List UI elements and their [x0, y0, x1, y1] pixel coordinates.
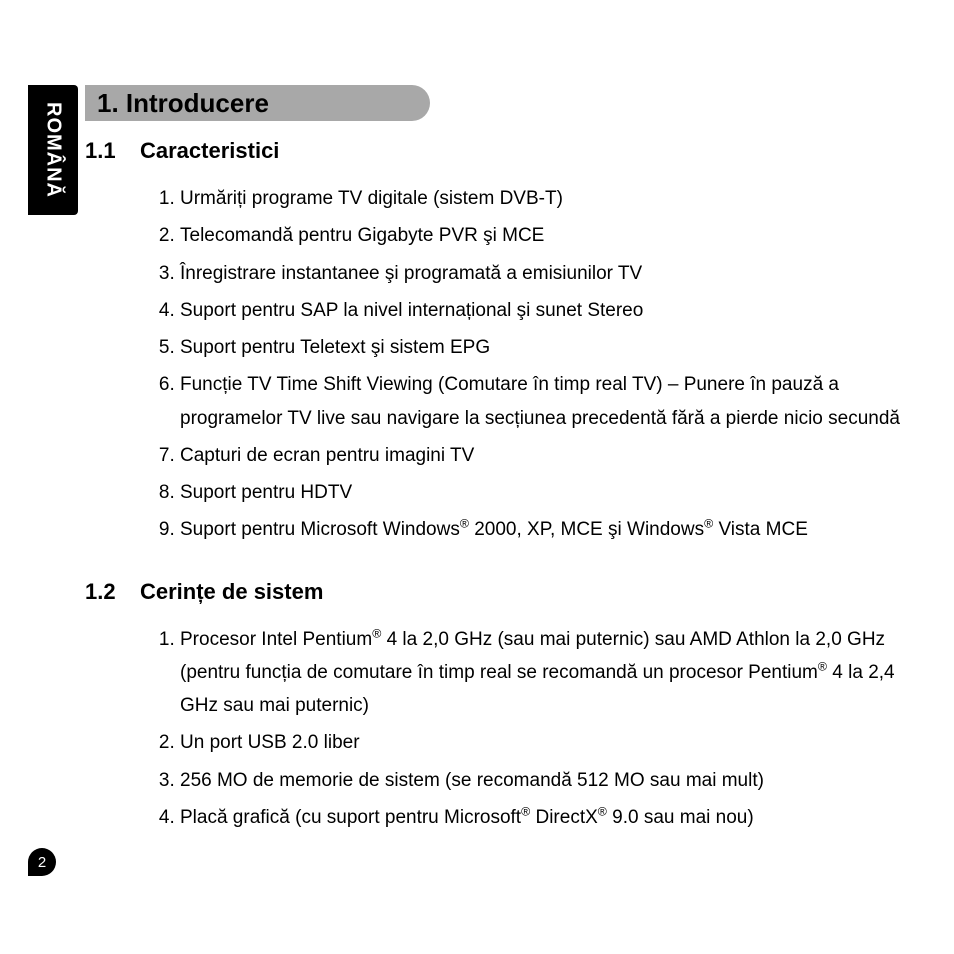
section-2-list: Procesor Intel Pentium® 4 la 2,0 GHz (sa…	[180, 623, 915, 835]
section-2-title: Cerințe de sistem	[140, 579, 323, 605]
section-1-number: 1.1	[85, 138, 140, 164]
list-item: Funcție TV Time Shift Viewing (Comutare …	[180, 368, 905, 435]
list-item: Placă grafică (cu suport pentru Microsof…	[180, 801, 905, 834]
section-2-heading: 1.2 Cerințe de sistem	[85, 579, 915, 605]
list-item: 256 MO de memorie de sistem (se recomand…	[180, 764, 905, 797]
list-item: Suport pentru SAP la nivel internațional…	[180, 294, 905, 327]
list-item: Telecomandă pentru Gigabyte PVR şi MCE	[180, 219, 905, 252]
section-2: 1.2 Cerințe de sistem Procesor Intel Pen…	[85, 579, 915, 835]
list-item: Un port USB 2.0 liber	[180, 726, 905, 759]
section-1-heading: 1.1 Caracteristici	[85, 138, 915, 164]
content-area: 1.1 Caracteristici Urmăriți programe TV …	[85, 138, 915, 838]
language-tab-label: ROMÂNĂ	[42, 102, 65, 198]
chapter-heading-bar: 1. Introducere	[85, 85, 430, 121]
list-item: Suport pentru HDTV	[180, 476, 905, 509]
chapter-heading-text: 1. Introducere	[97, 88, 269, 119]
list-item: Suport pentru Teletext şi sistem EPG	[180, 331, 905, 364]
list-item: Urmăriți programe TV digitale (sistem DV…	[180, 182, 905, 215]
section-1-list: Urmăriți programe TV digitale (sistem DV…	[180, 182, 915, 547]
list-item: Înregistrare instantanee şi programată a…	[180, 257, 905, 290]
list-item: Suport pentru Microsoft Windows® 2000, X…	[180, 513, 905, 546]
section-2-number: 1.2	[85, 579, 140, 605]
list-item: Procesor Intel Pentium® 4 la 2,0 GHz (sa…	[180, 623, 905, 723]
list-item: Capturi de ecran pentru imagini TV	[180, 439, 905, 472]
language-tab: ROMÂNĂ	[28, 85, 78, 215]
page-number-badge: 2	[28, 848, 56, 876]
document-page: ROMÂNĂ 1. Introducere 1.1 Caracteristici…	[0, 0, 954, 954]
section-1-title: Caracteristici	[140, 138, 279, 164]
page-number: 2	[38, 854, 46, 871]
